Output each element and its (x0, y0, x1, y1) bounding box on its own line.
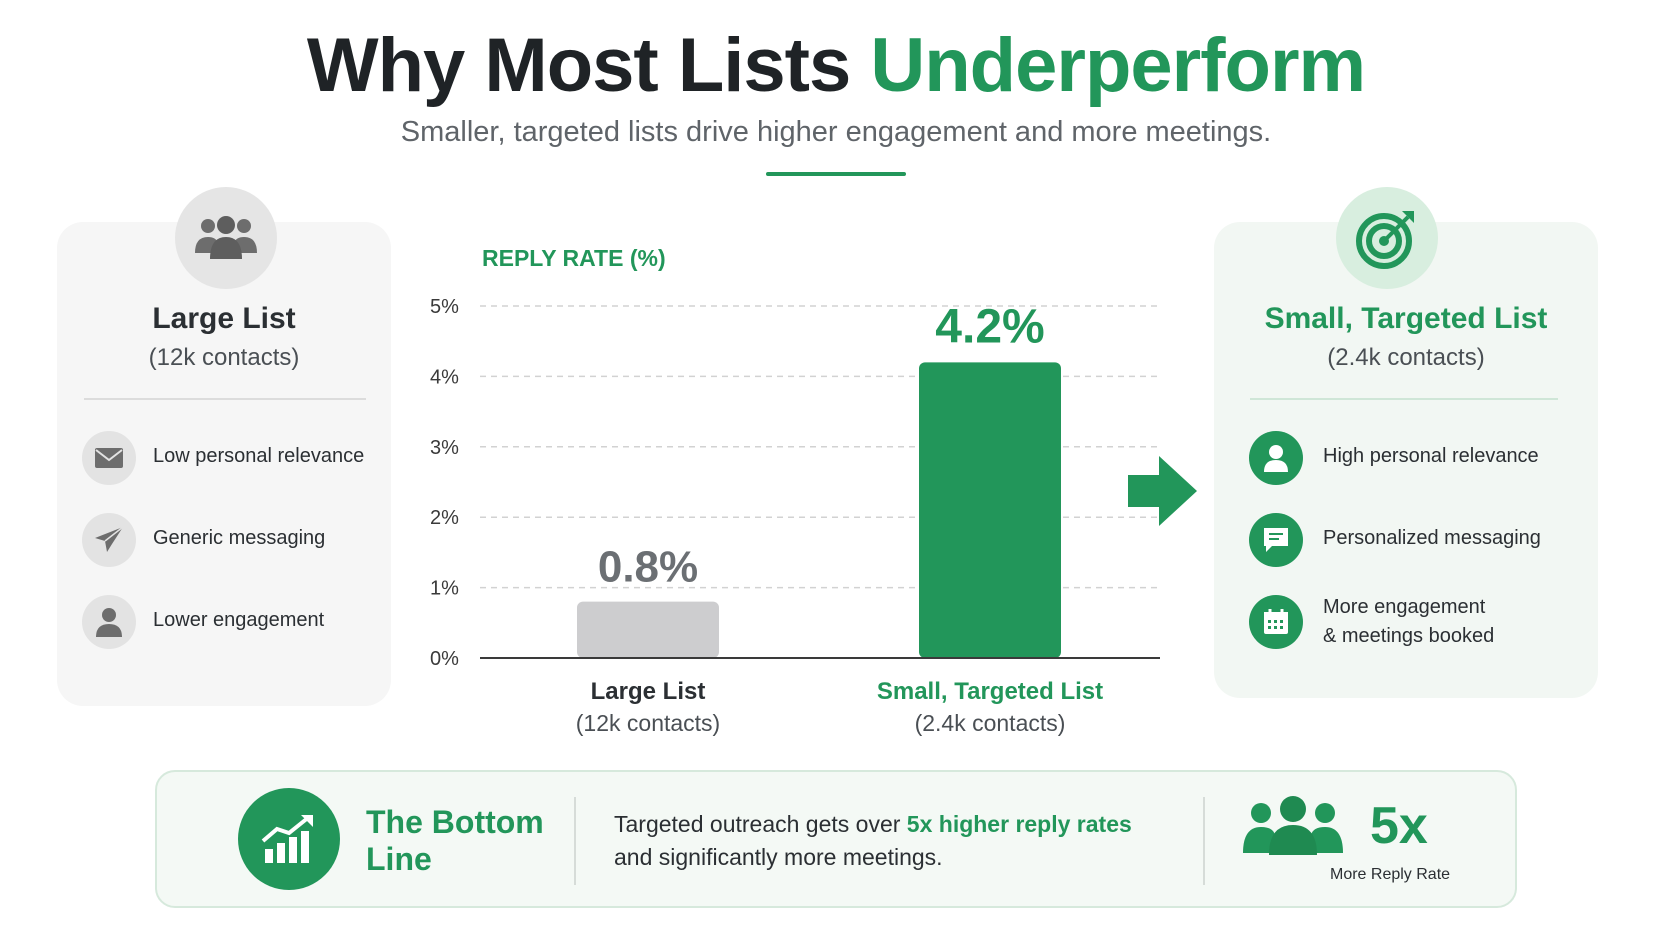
title-dark: Why Most Lists (306, 23, 851, 108)
people-group-icon (175, 187, 277, 289)
stat-value: 5x (1370, 797, 1428, 855)
chart-title: REPLY RATE (%) (482, 245, 666, 271)
divider (1250, 398, 1558, 400)
bar-value-label: 4.2% (935, 300, 1044, 353)
title-accent: Underperform (870, 23, 1366, 108)
stat-label: More Reply Rate (1330, 866, 1451, 883)
person-icon (82, 595, 136, 649)
y-tick-label: 5% (430, 296, 459, 318)
paper-plane-icon (82, 513, 136, 567)
bar (919, 362, 1061, 658)
trend-up-chart-icon (238, 788, 340, 890)
y-tick-label: 3% (430, 437, 459, 459)
calendar-icon (1249, 595, 1303, 649)
small-list-subtitle: (2.4k contacts) (1327, 344, 1485, 371)
bottom-line-title: The Bottom Line (366, 804, 544, 877)
y-tick-label: 2% (430, 507, 459, 529)
bottom-line-text-before: Targeted outreach gets over (614, 811, 907, 837)
y-tick-label: 1% (430, 578, 459, 600)
bar-value-label: 0.8% (598, 543, 698, 592)
feature-label: Low personal relevance (153, 445, 365, 467)
feature-label: Generic messaging (153, 527, 326, 549)
envelope-icon (82, 431, 136, 485)
bottom-line-text: Targeted outreach gets over 5x higher re… (614, 808, 1174, 874)
category-sublabel: (2.4k contacts) (915, 710, 1066, 736)
category-label: Small, Targeted List (877, 678, 1103, 705)
large-list-subtitle: (12k contacts) (148, 344, 300, 371)
feature-label: High personal relevance (1323, 445, 1539, 467)
people-group-icon (1243, 795, 1343, 862)
bar (577, 601, 719, 658)
target-icon (1336, 187, 1438, 289)
page-subtitle: Smaller, targeted lists drive higher eng… (400, 116, 1272, 148)
bottom-line-highlight: 5x higher reply rates (906, 811, 1132, 837)
divider (1203, 797, 1205, 885)
small-list-title: Small, Targeted List (1264, 302, 1548, 335)
person-icon (1249, 431, 1303, 485)
feature-label: & meetings booked (1323, 625, 1495, 647)
arrow-right-icon (1127, 455, 1199, 532)
divider (84, 398, 366, 400)
feature-label: Lower engagement (153, 609, 325, 631)
divider (574, 797, 576, 885)
large-list-title: Large List (152, 302, 296, 335)
bottom-line-text-after: and significantly more meetings. (614, 844, 943, 870)
y-tick-label: 4% (430, 366, 459, 388)
page-title: Why Most Lists Underperform (0, 22, 1672, 109)
feature-label: Personalized messaging (1323, 527, 1541, 549)
title-underline (766, 172, 906, 176)
y-tick-label: 0% (430, 648, 459, 670)
category-sublabel: (12k contacts) (576, 710, 720, 736)
chat-bubble-icon (1249, 513, 1303, 567)
feature-label: More engagement (1323, 596, 1486, 618)
category-label: Large List (591, 678, 706, 705)
